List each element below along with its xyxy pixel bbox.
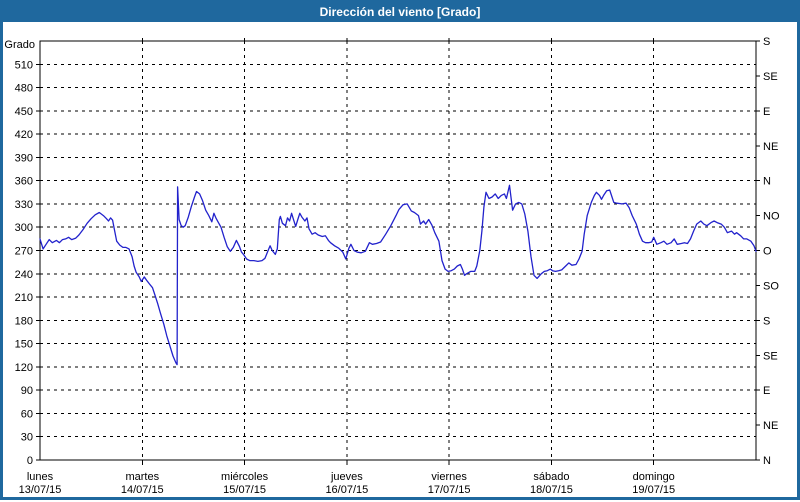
y-axis-label-left: 240 bbox=[15, 269, 33, 281]
x-axis-day-label: domingo bbox=[633, 471, 675, 483]
y-axis-label-right: S bbox=[763, 36, 770, 48]
x-axis-day-label: martes bbox=[125, 471, 159, 483]
x-axis-date-label: 14/07/15 bbox=[121, 484, 164, 496]
y-axis-label-left: 210 bbox=[15, 292, 33, 304]
y-axis-label-right: NO bbox=[763, 211, 780, 223]
y-axis-label-right: E bbox=[763, 106, 770, 118]
y-axis-label-right: N bbox=[763, 176, 771, 188]
y-axis-title: Grado bbox=[4, 39, 35, 51]
y-axis-label-left: 330 bbox=[15, 199, 33, 211]
wind-direction-chart: 0 30 60 90 120 150 180 210 240 270 300 330 360 390 420… bbox=[4, 36, 780, 496]
x-axis-day-label: jueves bbox=[330, 471, 363, 483]
window-title: Dirección del viento [Grado] bbox=[319, 5, 481, 19]
y-axis-label-right: NE bbox=[763, 420, 778, 432]
x-axis-date-label: 19/07/15 bbox=[632, 484, 675, 496]
x-axis-day-label: lunes bbox=[27, 471, 54, 483]
x-axis-date-label: 17/07/15 bbox=[428, 484, 471, 496]
y-axis-label-right: NE bbox=[763, 141, 778, 153]
y-axis-label-left: 480 bbox=[15, 83, 33, 95]
y-axis-label-right: SE bbox=[763, 350, 778, 362]
y-axis-label-left: 120 bbox=[15, 362, 33, 374]
window-titlebar: Dirección del viento [Grado] bbox=[3, 3, 797, 22]
y-axis-label-left: 30 bbox=[21, 432, 33, 444]
x-axis-date-label: 16/07/15 bbox=[325, 484, 368, 496]
y-axis-label-right: E bbox=[763, 385, 770, 397]
y-axis-label-left: 300 bbox=[15, 222, 33, 234]
x-axis-date-label: 13/07/15 bbox=[19, 484, 62, 496]
y-axis-label-right: SE bbox=[763, 71, 778, 83]
y-axis-label-left: 360 bbox=[15, 176, 33, 188]
y-axis-label-left: 0 bbox=[27, 455, 33, 467]
y-axis-label-left: 450 bbox=[15, 106, 33, 118]
x-axis-day-label: sábado bbox=[533, 471, 569, 483]
y-axis-label-left: 90 bbox=[21, 385, 33, 397]
y-axis-label-left: 150 bbox=[15, 339, 33, 351]
y-axis-label-left: 390 bbox=[15, 152, 33, 164]
y-axis-label-left: 180 bbox=[15, 315, 33, 327]
y-axis-label-left: 60 bbox=[21, 408, 33, 420]
y-axis-label-right: O bbox=[763, 246, 772, 258]
y-axis-label-left: 420 bbox=[15, 129, 33, 141]
wind-direction-series-line bbox=[39, 184, 757, 366]
y-axis-label-right: SO bbox=[763, 280, 779, 292]
x-axis-day-label: viernes bbox=[431, 471, 467, 483]
y-axis-label-right: N bbox=[763, 455, 771, 467]
x-axis-date-label: 15/07/15 bbox=[223, 484, 266, 496]
y-axis-label-right: S bbox=[763, 315, 770, 327]
y-axis-label-left: 510 bbox=[15, 59, 33, 71]
y-axis-label-left: 270 bbox=[15, 246, 33, 258]
x-axis-date-label: 18/07/15 bbox=[530, 484, 573, 496]
chart-area: 0 30 60 90 120 150 180 210 240 270 300 330 360 390 420… bbox=[3, 22, 797, 497]
x-axis-day-label: miércoles bbox=[221, 471, 269, 483]
